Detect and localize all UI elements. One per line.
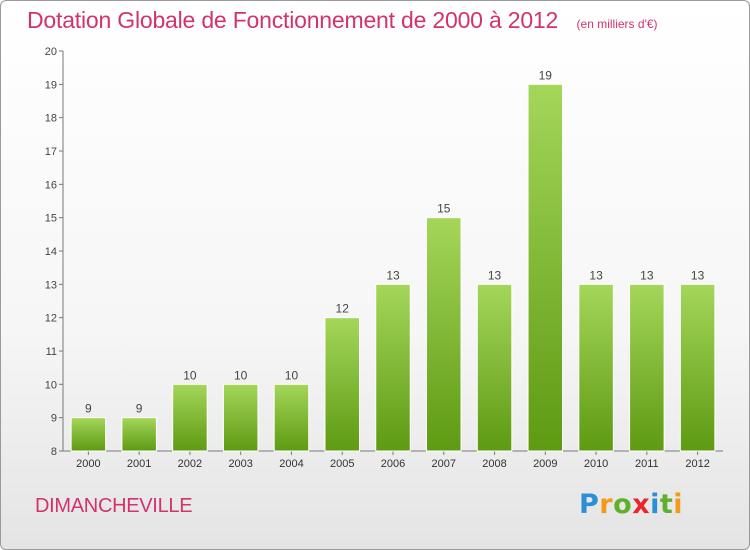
proxiti-logo: Proxiti (579, 489, 684, 520)
commune-name: DIMANCHEVILLE (35, 495, 193, 517)
bar-value-label: 12 (336, 302, 350, 316)
x-tick-label: 2009 (533, 458, 557, 470)
x-tick-label: 2008 (482, 458, 506, 470)
chart-labels: 9 2000 9 2001 10 2002 10 2003 10 2004 12 2005 13 2006… (76, 68, 710, 470)
chart-unit-note: (en milliers d'€) (576, 17, 658, 31)
y-tick-label: 18 (45, 113, 57, 125)
y-tick-label: 14 (45, 246, 57, 258)
bar (172, 383, 208, 452)
bar-value-label: 9 (85, 402, 92, 416)
y-tick-label: 15 (45, 213, 57, 225)
bar (426, 217, 462, 452)
x-tick-label: 2011 (635, 458, 659, 470)
y-tick-label: 17 (45, 146, 57, 158)
bar (629, 283, 665, 452)
x-tick-label: 2010 (584, 458, 608, 470)
y-tick-label: 19 (45, 79, 57, 91)
bar-value-label: 10 (285, 368, 299, 382)
bar-value-label: 13 (640, 268, 654, 282)
chart-bars (70, 83, 716, 452)
title-row: Dotation Globale de Fonctionnement de 20… (27, 7, 658, 34)
x-tick-label: 2002 (178, 458, 202, 470)
x-tick-label: 2001 (127, 458, 151, 470)
y-tick-label: 20 (45, 46, 57, 58)
y-tick-label: 9 (51, 413, 57, 425)
chart-title: Dotation Globale de Fonctionnement de 20… (27, 7, 559, 33)
bar-value-label: 15 (437, 202, 451, 216)
bar-value-label: 13 (589, 268, 603, 282)
bar-value-label: 13 (386, 268, 400, 282)
y-tick-label: 11 (46, 346, 57, 358)
bar-value-label: 10 (183, 368, 197, 382)
bar-value-label: 13 (691, 268, 705, 282)
y-tick-label: 13 (45, 279, 57, 291)
bar-value-label: 10 (234, 368, 248, 382)
bar (375, 283, 411, 452)
bar (679, 283, 716, 452)
bar (527, 83, 564, 452)
bar-value-label: 9 (136, 402, 143, 416)
x-tick-label: 2006 (381, 458, 405, 470)
bar (121, 417, 157, 452)
x-tick-label: 2000 (76, 458, 100, 470)
bar (324, 317, 360, 452)
bar (70, 417, 107, 452)
y-tick-label: 8 (51, 446, 57, 458)
bar-value-label: 19 (539, 68, 553, 82)
y-tick-label: 10 (45, 379, 57, 391)
bar (222, 383, 259, 452)
x-tick-label: 2005 (330, 458, 354, 470)
x-tick-label: 2003 (228, 458, 252, 470)
bar (273, 383, 310, 452)
y-tick-label: 12 (45, 313, 57, 325)
x-tick-label: 2012 (685, 458, 709, 470)
y-tick-label: 16 (45, 179, 57, 191)
x-tick-label: 2007 (432, 458, 456, 470)
bar (578, 283, 614, 452)
x-tick-label: 2004 (279, 458, 303, 470)
bar (476, 283, 513, 452)
bar-value-label: 13 (488, 268, 502, 282)
